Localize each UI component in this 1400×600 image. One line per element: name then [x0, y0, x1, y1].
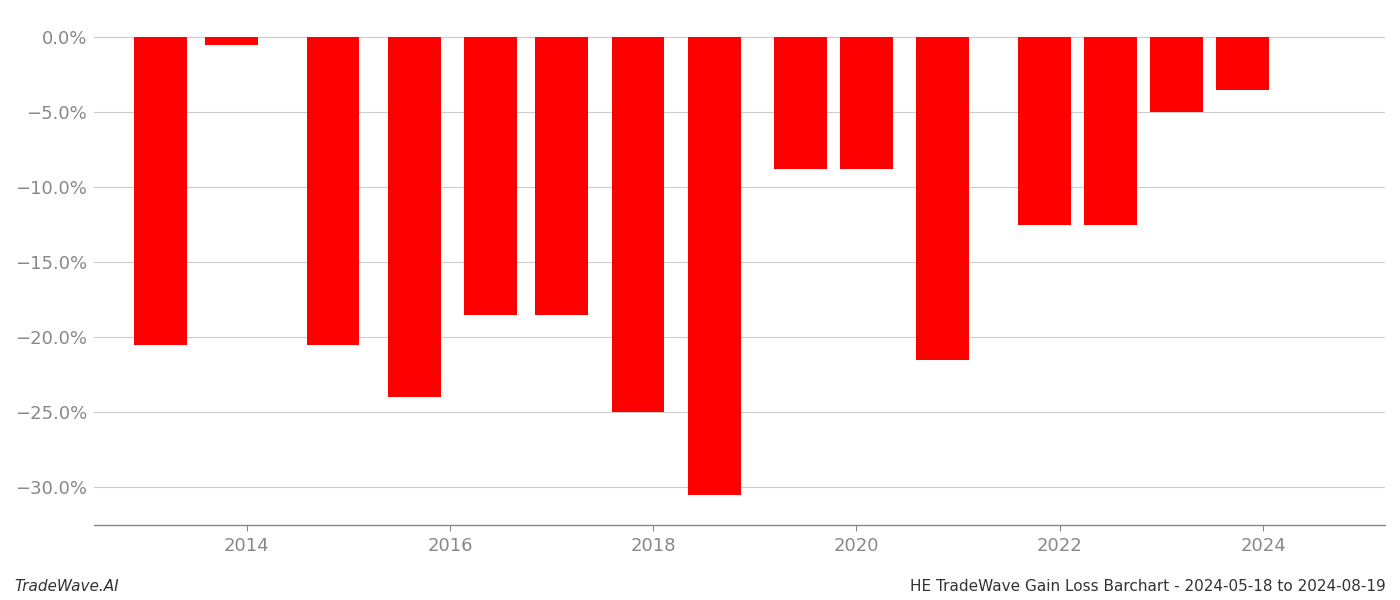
Bar [1018, 37, 1071, 225]
Bar [465, 37, 517, 315]
Bar [1084, 37, 1137, 225]
Bar [917, 37, 969, 359]
Bar [134, 37, 186, 344]
Text: TradeWave.AI: TradeWave.AI [14, 579, 119, 594]
Bar [774, 37, 827, 169]
Bar [840, 37, 893, 169]
Bar [612, 37, 665, 412]
Bar [1151, 37, 1203, 112]
Text: HE TradeWave Gain Loss Barchart - 2024-05-18 to 2024-08-19: HE TradeWave Gain Loss Barchart - 2024-0… [910, 579, 1386, 594]
Bar [1217, 37, 1270, 90]
Bar [535, 37, 588, 315]
Bar [307, 37, 360, 344]
Bar [388, 37, 441, 397]
Bar [204, 37, 258, 45]
Bar [687, 37, 741, 494]
